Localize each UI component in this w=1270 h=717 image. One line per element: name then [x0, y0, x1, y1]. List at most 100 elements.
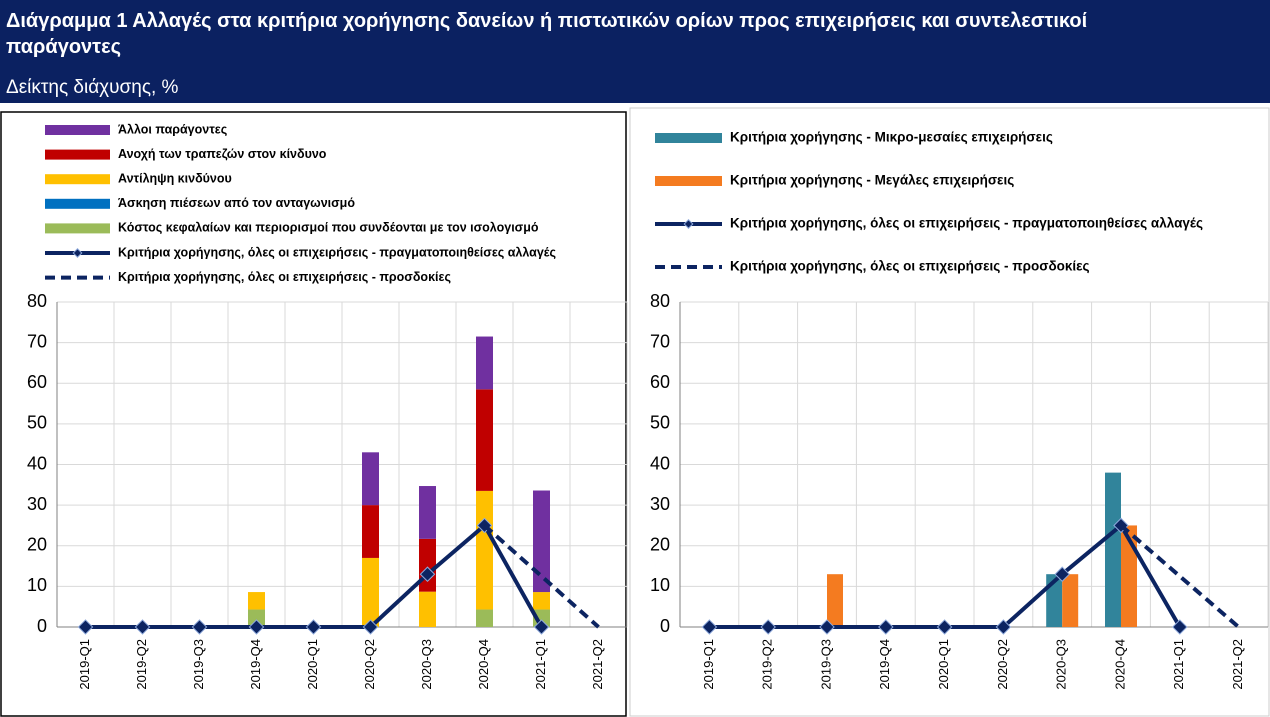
- y-tick-label: 30: [27, 494, 47, 514]
- marker: [362, 619, 379, 635]
- legend-swatch: [45, 198, 110, 209]
- y-tick-label: 20: [27, 535, 47, 555]
- bar: [362, 557, 379, 627]
- marker: [248, 619, 265, 635]
- marker: [995, 619, 1012, 635]
- x-tick-label: 2019-Q1: [77, 639, 92, 690]
- bar: [419, 486, 436, 539]
- x-tick-label: 2019-Q2: [134, 639, 149, 690]
- bar: [476, 336, 493, 390]
- x-tick-label: 2019-Q4: [877, 639, 892, 690]
- legend-marker: [72, 248, 83, 258]
- x-tick-label: 2019-Q4: [248, 639, 263, 690]
- bar: [419, 538, 436, 592]
- legend-swatch: [45, 149, 110, 160]
- x-tick-label: 2021-Q1: [1171, 639, 1186, 690]
- marker: [77, 619, 94, 635]
- marker: [1172, 619, 1188, 635]
- legend-swatch: [45, 125, 110, 135]
- x-tick-label: 2020-Q2: [995, 639, 1010, 690]
- marker: [305, 619, 322, 635]
- legend-label: Κριτήρια χορήγησης, όλες οι επιχειρήσεις…: [118, 270, 451, 284]
- legend-label: Ανοχή των τραπεζών στον κίνδυνο: [118, 147, 327, 161]
- x-tick-label: 2021-Q1: [533, 639, 548, 690]
- y-tick-label: 10: [27, 575, 47, 595]
- marker: [134, 619, 151, 635]
- right-panel: [629, 107, 1270, 717]
- marker: [936, 619, 953, 635]
- line: [85, 522, 544, 629]
- x-tick-label: 2020-Q4: [1112, 639, 1127, 690]
- line: [483, 523, 600, 629]
- legend-label: Κριτήρια χορήγησης - Μεγάλες επιχειρήσει…: [730, 173, 1014, 188]
- bar: [248, 592, 265, 610]
- y-tick-label: 20: [650, 535, 670, 555]
- left-panel: [0, 111, 627, 717]
- bar: [476, 389, 493, 491]
- y-tick-label: 70: [650, 331, 670, 351]
- legend-label: Άσκηση πιέσεων από τον ανταγωνισμό: [118, 196, 355, 210]
- legend-swatch: [655, 133, 722, 143]
- legend-swatch: [45, 223, 110, 234]
- y-tick-label: 60: [27, 372, 47, 392]
- x-tick-label: 2019-Q3: [818, 639, 833, 690]
- bar: [533, 592, 550, 610]
- marker: [533, 619, 550, 635]
- x-tick-label: 2020-Q3: [419, 639, 434, 690]
- y-tick-label: 0: [660, 616, 670, 636]
- legend-label: Κόστος κεφαλαίων και περιορισμοί που συν…: [118, 221, 539, 235]
- legend-label: Κριτήρια χορήγησης, όλες οι επιχειρήσεις…: [730, 216, 1203, 231]
- line: [1119, 523, 1240, 629]
- y-tick-label: 60: [650, 372, 670, 392]
- legend-label: Άλλοι παράγοντες: [118, 122, 227, 136]
- y-tick-label: 0: [37, 616, 47, 636]
- bar: [248, 609, 265, 627]
- marker: [1054, 566, 1070, 582]
- x-tick-label: 2020-Q1: [936, 639, 951, 690]
- y-tick-label: 10: [650, 575, 670, 595]
- x-tick-label: 2019-Q3: [191, 639, 206, 690]
- marker: [191, 619, 208, 635]
- bar: [362, 452, 379, 506]
- header: Διάγραμμα 1 Αλλαγές στα κριτήρια χορήγησ…: [0, 0, 1270, 103]
- x-tick-label: 2020-Q3: [1054, 639, 1069, 690]
- x-tick-label: 2020-Q4: [476, 639, 491, 690]
- bar: [1105, 472, 1121, 627]
- x-tick-label: 2019-Q2: [760, 639, 775, 690]
- legend-label: Κριτήρια χορήγησης - Μικρο-μεσαίες επιχε…: [730, 130, 1053, 145]
- bar: [419, 591, 436, 627]
- bar: [476, 609, 493, 627]
- bar: [362, 505, 379, 558]
- y-tick-label: 80: [27, 291, 47, 311]
- legend-swatch: [45, 174, 110, 185]
- x-tick-label: 2021-Q2: [1230, 639, 1245, 690]
- bar: [533, 490, 550, 593]
- bar: [1062, 574, 1079, 627]
- y-tick-label: 80: [650, 291, 670, 311]
- legend-label: Αντίληψη κινδύνου: [118, 171, 232, 185]
- marker: [419, 566, 436, 582]
- legend-label: Κριτήρια χορήγησης, όλες οι επιχειρήσεις…: [730, 259, 1090, 274]
- bar: [827, 574, 843, 627]
- legend-label: Κριτήρια χορήγησης, όλες οι επιχειρήσεις…: [118, 245, 556, 259]
- marker: [760, 619, 776, 635]
- y-tick-label: 30: [650, 494, 670, 514]
- title: Διάγραμμα 1 Αλλαγές στα κριτήρια χορήγησ…: [6, 10, 1088, 58]
- x-tick-label: 2021-Q2: [590, 639, 605, 690]
- marker: [701, 619, 718, 635]
- y-tick-label: 70: [27, 331, 47, 351]
- y-tick-label: 50: [27, 413, 47, 433]
- legend-marker: [683, 219, 694, 229]
- marker: [878, 619, 894, 635]
- marker: [819, 619, 835, 635]
- x-tick-label: 2020-Q2: [362, 639, 377, 690]
- subtitle: Δείκτης διάχυσης, %: [6, 77, 179, 98]
- y-tick-label: 40: [650, 453, 670, 473]
- bar: [476, 490, 493, 610]
- y-tick-label: 40: [27, 453, 47, 473]
- bar: [1121, 525, 1137, 627]
- legend-swatch: [655, 176, 722, 186]
- x-tick-label: 2019-Q1: [701, 639, 716, 690]
